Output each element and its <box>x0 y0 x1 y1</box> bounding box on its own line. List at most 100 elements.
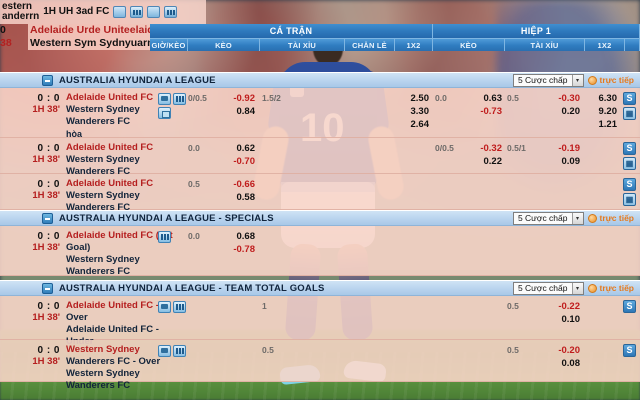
column-header-1x2-4[interactable]: 1X2 <box>395 38 433 51</box>
live-indicator[interactable]: trực tiếp <box>587 75 634 85</box>
over-under-line[interactable]: 1 <box>262 301 267 311</box>
h1-under-odds[interactable]: 0.10 <box>561 314 581 325</box>
odds-row[interactable]: 0 : 0 1H 38' Western Sydney Wanderers FC - … <box>0 340 640 391</box>
odds-row[interactable]: 0 : 0 1H 38' Adelaide United FC Western Syd… <box>0 138 640 177</box>
row-action-icons: S ▦ <box>623 178 636 206</box>
h1-handicap-odds-home[interactable]: 0.63 <box>483 93 503 104</box>
h1-handicap-line[interactable]: 0/0.5 <box>435 143 454 153</box>
h1-over-under-line[interactable]: 0.5 <box>507 301 519 311</box>
column-header-blank-8[interactable] <box>625 38 640 51</box>
h1-over-under-line[interactable]: 0.5 <box>507 345 519 355</box>
column-header-1x2-7[interactable]: 1X2 <box>585 38 625 51</box>
team-names[interactable]: Adelaide United FC Western Sydney Wandere… <box>66 178 176 214</box>
chevron-down-icon[interactable]: ▾ <box>571 74 583 86</box>
column-header-ch-n-l--3[interactable]: CHẴN LẺ <box>345 38 395 51</box>
over-under-line[interactable]: 0.5 <box>262 345 274 355</box>
stat-icon[interactable] <box>173 93 186 105</box>
h1-over-odds[interactable]: -0.20 <box>558 345 580 356</box>
handicap-line[interactable]: 0.0 <box>188 143 200 153</box>
stat-icon[interactable] <box>130 6 144 18</box>
league-header-league-team-total-goals[interactable]: AUSTRALIA HYUNDAI A LEAGUE - TEAM TOTAL … <box>0 280 640 296</box>
collapse-icon[interactable] <box>42 212 53 224</box>
team-away: Western Sydney Wanderers FC <box>66 154 140 177</box>
h1-over-odds[interactable]: -0.22 <box>558 301 580 312</box>
handicap-line[interactable]: 0/0.5 <box>188 93 207 103</box>
h1-handicap-odds-away[interactable]: -0.73 <box>480 106 502 117</box>
team-names[interactable]: Western Sydney Wanderers FC - Over Western… <box>66 344 176 392</box>
s-icon[interactable]: S <box>623 142 636 155</box>
column-header-gi-k-o-0[interactable]: GIỜ/KÈO <box>150 38 188 51</box>
h1-under-odds[interactable]: 0.20 <box>561 106 581 117</box>
h1-x12-away[interactable]: 1.21 <box>598 119 618 130</box>
stat-icon[interactable] <box>164 6 178 18</box>
video-icon[interactable] <box>158 107 171 119</box>
h1-over-under-line[interactable]: 0.5/1 <box>507 143 526 153</box>
x12-away[interactable]: 2.64 <box>410 119 430 130</box>
stat-icon[interactable] <box>173 345 186 357</box>
handicap-line[interactable]: 0.5 <box>188 179 200 189</box>
handicap-odds-away[interactable]: 0.58 <box>236 192 256 203</box>
calendar-icon[interactable]: ▦ <box>623 157 636 170</box>
h1-x12-home[interactable]: 6.30 <box>598 93 618 104</box>
h1-over-under-line[interactable]: 0.5 <box>507 93 519 103</box>
team-away-cont: Western Sydney Wanderers FC <box>66 254 140 277</box>
tv-icon[interactable] <box>158 345 171 357</box>
handicap-odds-away[interactable]: -0.70 <box>233 156 255 167</box>
league-header-league-main[interactable]: AUSTRALIA HYUNDAI A LEAGUE 5 Cược chấp ▾ tr… <box>0 72 640 88</box>
column-header-t-i-x-u-6[interactable]: TÀI XỈU <box>505 38 585 51</box>
h1-under-odds[interactable]: 0.08 <box>561 358 581 369</box>
h1-over-odds[interactable]: -0.30 <box>558 93 580 104</box>
team-names[interactable]: Adelaide United FC Western Sydney Wanderer… <box>66 92 176 140</box>
chevron-down-icon[interactable]: ▾ <box>571 282 583 294</box>
ghost-score-block: 0 38 <box>0 24 30 50</box>
bet-type-select[interactable]: 5 Cược chấp ▾ <box>512 73 584 87</box>
tv-icon[interactable] <box>158 93 171 105</box>
bet-type-select[interactable]: 5 Cược chấp ▾ <box>512 211 584 225</box>
odds-row[interactable]: 0 : 0 1H 38' Adelaide United FC Western Syd… <box>0 88 640 140</box>
stat-icon[interactable] <box>173 301 186 313</box>
odds-row[interactable]: 0 : 0 1H 38' Adelaide United FC - Over Adela… <box>0 296 640 347</box>
collapse-icon[interactable] <box>42 74 53 86</box>
handicap-line[interactable]: 0.0 <box>188 231 200 241</box>
tv-icon[interactable] <box>158 301 171 313</box>
handicap-odds-home[interactable]: 0.62 <box>236 143 256 154</box>
live-indicator[interactable]: trực tiếp <box>587 213 634 223</box>
s-icon[interactable]: S <box>623 92 636 105</box>
stat-icon[interactable] <box>158 231 171 243</box>
league-header-league-specials[interactable]: AUSTRALIA HYUNDAI A LEAGUE - SPECIALS 5 C… <box>0 210 640 226</box>
odds-row[interactable]: 0 : 0 1H 38' Adelaide United FC (1st Goal) W… <box>0 226 640 289</box>
score-value: 0 : 0 <box>37 179 60 190</box>
team-names[interactable]: Adelaide United FC Western Sydney Wandere… <box>66 142 176 178</box>
column-header-k-o-1[interactable]: KÈO <box>188 38 260 51</box>
ghost-header-strip: estern anderrn 1H UH 3ad FC <box>0 0 206 24</box>
column-header-k-o-5[interactable]: KÈO <box>433 38 505 51</box>
h1-under-odds[interactable]: 0.09 <box>561 156 581 167</box>
handicap-odds-home[interactable]: -0.92 <box>233 93 255 104</box>
collapse-icon[interactable] <box>42 282 53 294</box>
x12-home[interactable]: 2.50 <box>410 93 430 104</box>
over-under-line[interactable]: 1.5/2 <box>262 93 281 103</box>
chevron-down-icon[interactable]: ▾ <box>571 212 583 224</box>
tv-icon[interactable] <box>113 6 127 18</box>
x12-draw[interactable]: 3.30 <box>410 106 430 117</box>
s-icon[interactable]: S <box>623 178 636 191</box>
handicap-odds-home[interactable]: 0.68 <box>236 231 256 242</box>
h1-over-odds[interactable]: -0.19 <box>558 143 580 154</box>
h1-handicap-odds-away[interactable]: 0.22 <box>483 156 503 167</box>
tv-icon[interactable] <box>147 6 161 18</box>
handicap-odds-home[interactable]: -0.66 <box>233 179 255 190</box>
handicap-odds-away[interactable]: 0.84 <box>236 106 256 117</box>
calendar-icon[interactable]: ▦ <box>623 107 636 120</box>
handicap-odds-away[interactable]: -0.78 <box>233 244 255 255</box>
bet-type-select[interactable]: 5 Cược chấp ▾ <box>512 281 584 295</box>
h1-handicap-line[interactable]: 0.0 <box>435 93 447 103</box>
s-icon[interactable]: S <box>623 344 636 357</box>
calendar-icon[interactable]: ▦ <box>623 193 636 206</box>
odds-row[interactable]: 0 : 0 1H 38' Adelaide United FC Western Syd… <box>0 174 640 213</box>
s-icon[interactable]: S <box>623 300 636 313</box>
header-group-cá-trận: CÁ TRẬN <box>150 24 433 38</box>
h1-x12-draw[interactable]: 9.20 <box>598 106 618 117</box>
h1-handicap-odds-home[interactable]: -0.32 <box>480 143 502 154</box>
column-header-t-i-x-u-2[interactable]: TÀI XỈU <box>260 38 345 51</box>
live-indicator[interactable]: trực tiếp <box>587 283 634 293</box>
